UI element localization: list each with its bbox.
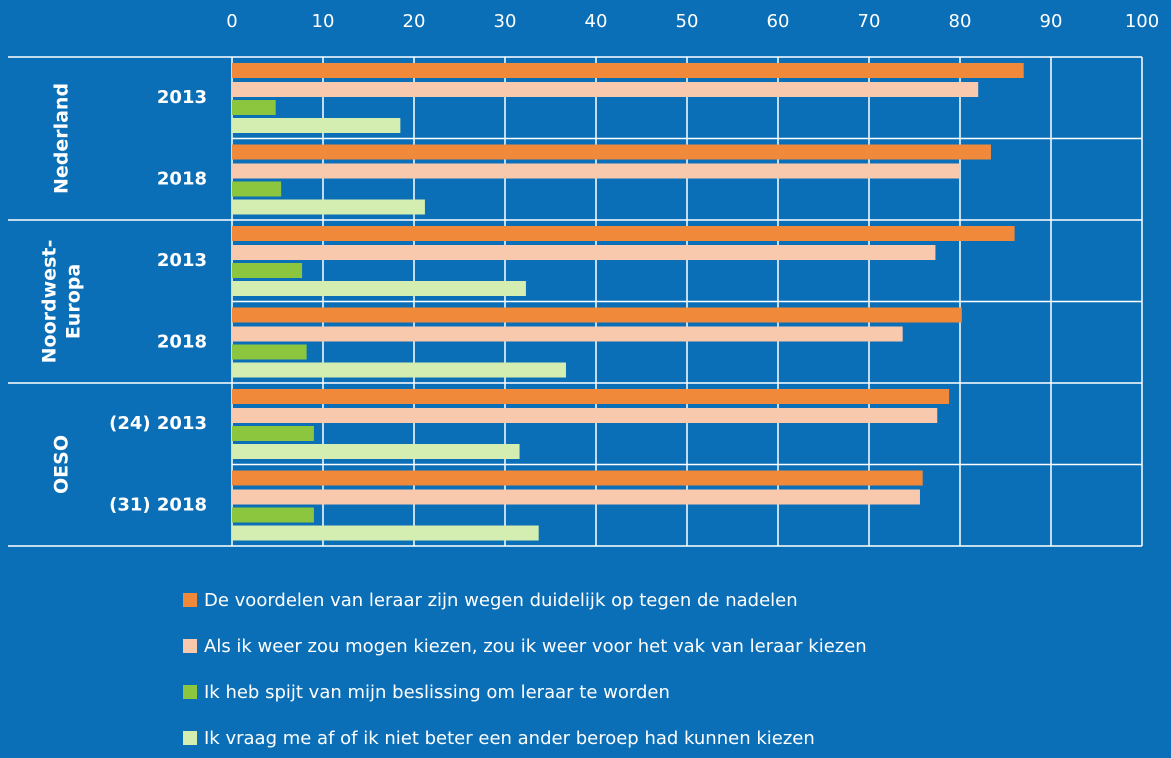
legend-label: Ik vraag me af of ik niet beter een ande… <box>204 728 815 749</box>
bar <box>232 362 566 378</box>
group-label: Nederland <box>51 83 73 194</box>
group-label-line: Europa <box>63 264 85 339</box>
group-label: OESO <box>51 435 73 494</box>
bar <box>232 507 314 523</box>
bar <box>232 281 526 296</box>
bar <box>232 144 991 160</box>
x-tick-label: 70 <box>858 11 881 32</box>
x-tick-label: 60 <box>767 11 790 32</box>
legend-swatch <box>183 731 197 745</box>
legend-swatch <box>183 685 197 699</box>
bar <box>232 181 282 197</box>
bar <box>232 226 1015 241</box>
bar <box>232 100 276 115</box>
y-tick-label: 2013 <box>157 250 207 271</box>
bar <box>232 118 401 133</box>
bar <box>232 326 903 342</box>
legend-label: Als ik weer zou mogen kiezen, zou ik wee… <box>204 636 867 657</box>
y-tick-label: (31) 2018 <box>109 494 207 515</box>
bar <box>232 444 520 459</box>
legend-label: De voordelen van leraar zijn wegen duide… <box>204 590 798 611</box>
x-tick-label: 100 <box>1125 11 1159 32</box>
group-label-line: Noordwest- <box>39 240 61 364</box>
x-tick-label: 80 <box>949 11 972 32</box>
x-tick-label: 10 <box>312 11 335 32</box>
bar <box>232 63 1024 78</box>
bar <box>232 199 425 215</box>
bar <box>232 344 307 360</box>
bar <box>232 470 923 486</box>
legend-swatch <box>183 639 197 653</box>
bar <box>232 525 539 541</box>
bar <box>232 163 960 179</box>
group-label-line: Nederland <box>51 83 73 194</box>
x-tick-label: 30 <box>494 11 517 32</box>
x-tick-label: 90 <box>1040 11 1063 32</box>
x-tick-label: 50 <box>676 11 699 32</box>
y-tick-label: 2013 <box>157 87 207 108</box>
bar <box>232 489 920 505</box>
bar <box>232 245 936 260</box>
legend-swatch <box>183 593 197 607</box>
bar <box>232 389 950 404</box>
y-tick-label: (24) 2013 <box>109 413 207 434</box>
x-tick-label: 0 <box>226 11 237 32</box>
bar <box>232 426 314 441</box>
bar <box>232 82 979 97</box>
y-tick-label: 2018 <box>157 331 207 352</box>
y-tick-label: 2018 <box>157 168 207 189</box>
bar <box>232 408 938 423</box>
x-tick-label: 40 <box>585 11 608 32</box>
bar <box>232 307 962 323</box>
legend-label: Ik heb spijt van mijn beslissing om lera… <box>204 682 670 703</box>
x-tick-label: 20 <box>403 11 426 32</box>
bar <box>232 263 303 278</box>
group-label-line: OESO <box>51 435 73 494</box>
group-label: Noordwest- Europa <box>39 240 85 364</box>
